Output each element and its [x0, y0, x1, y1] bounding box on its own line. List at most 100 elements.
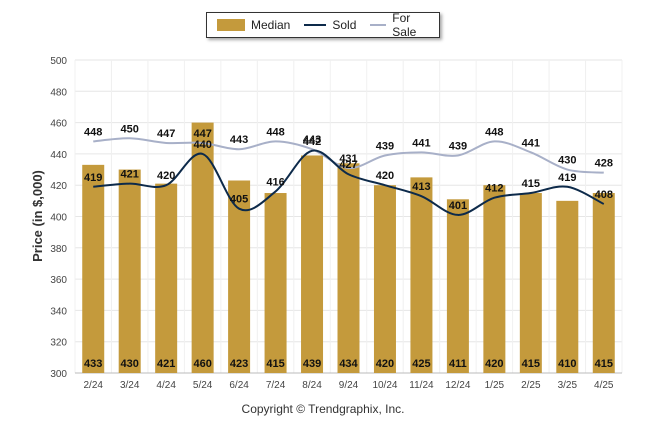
- copyright-text: Copyright © Trendgraphix, Inc.: [241, 402, 405, 416]
- x-tick-label: 1/25: [485, 380, 505, 391]
- sold-value-label: 415: [522, 178, 540, 190]
- median-value-label: 460: [193, 358, 211, 370]
- sold-value-label: 427: [339, 159, 357, 171]
- x-tick-label: 8/24: [302, 380, 322, 391]
- median-value-label: 433: [84, 358, 102, 370]
- for-sale-value-label: 441: [412, 137, 430, 149]
- legend-item-sold: Sold: [304, 18, 356, 32]
- x-tick-label: 5/24: [193, 380, 213, 391]
- x-tick-label: 9/24: [339, 380, 359, 391]
- sold-line: [93, 149, 605, 216]
- median-bar: [191, 122, 214, 373]
- data-labels: 433 430 421 460 423 415 439 434 420 425 411 420 415 4…: [84, 123, 613, 370]
- median-value-label: 420: [376, 358, 394, 370]
- y-tick-label: 340: [50, 306, 67, 317]
- median-bar: [82, 164, 105, 373]
- for-sale-value-label: 448: [84, 126, 102, 138]
- sold-value-label: 401: [449, 200, 467, 212]
- legend: Median Sold For Sale: [206, 11, 440, 39]
- y-tick-label: 300: [50, 369, 67, 380]
- x-tick-label: 3/25: [558, 380, 578, 391]
- series-lines: [93, 137, 605, 216]
- y-tick-label: 380: [50, 244, 67, 255]
- median-bar: [592, 193, 615, 373]
- sold-value-label: 420: [376, 170, 394, 182]
- median-value-label: 434: [339, 358, 358, 370]
- median-bar: [373, 185, 396, 373]
- for-sale-value-label: 441: [522, 137, 540, 149]
- legend-item-median: Median: [217, 18, 290, 32]
- x-tick-label: 12/24: [445, 380, 470, 391]
- x-tick-label: 4/25: [594, 380, 614, 391]
- for-sale-value-label: 439: [376, 140, 394, 152]
- x-tick-label: 3/24: [120, 380, 140, 391]
- for-sale-line: [93, 137, 604, 174]
- for-sale-value-label: 439: [449, 140, 467, 152]
- median-value-label: 415: [595, 358, 613, 370]
- x-tick-label: 2/24: [83, 380, 103, 391]
- median-bar: [519, 193, 542, 373]
- x-tick-label: 2/25: [521, 380, 541, 391]
- legend-item-for-sale: For Sale: [370, 11, 425, 39]
- for-sale-value-label: 430: [558, 155, 576, 167]
- median-bar: [556, 200, 579, 373]
- median-value-label: 411: [449, 358, 467, 370]
- x-tick-label: 10/24: [372, 380, 397, 391]
- median-value-label: 430: [121, 358, 139, 370]
- median-value-label: 439: [303, 358, 321, 370]
- y-tick-label: 360: [50, 275, 67, 286]
- for-sale-swatch: [370, 24, 387, 26]
- median-bar: [410, 177, 433, 373]
- for-sale-value-label: 443: [230, 134, 248, 146]
- median-bar: [155, 183, 178, 373]
- median-value-label: 415: [266, 358, 284, 370]
- axes: 300 320 340 360 380 400 420 440 460 480 500 2/24 3/2…: [50, 56, 622, 391]
- median-value-label: 420: [485, 358, 503, 370]
- sold-value-label: 421: [121, 169, 139, 181]
- for-sale-value-label: 443: [303, 134, 321, 146]
- x-tick-label: 4/24: [156, 380, 176, 391]
- y-tick-label: 480: [50, 87, 67, 98]
- median-bar: [483, 185, 506, 373]
- median-value-label: 423: [230, 358, 248, 370]
- median-swatch: [217, 19, 245, 31]
- y-tick-label: 320: [50, 338, 67, 349]
- y-tick-label: 440: [50, 150, 67, 161]
- legend-label-median: Median: [251, 18, 291, 32]
- median-bar: [337, 163, 360, 373]
- sold-swatch: [304, 24, 327, 26]
- x-tick-label: 7/24: [266, 380, 286, 391]
- y-tick-label: 400: [50, 213, 67, 224]
- sold-value-label: 408: [595, 189, 613, 201]
- sold-value-label: 412: [485, 183, 503, 195]
- for-sale-value-label: 447: [157, 128, 175, 140]
- y-tick-label: 420: [50, 181, 67, 192]
- for-sale-value-label: 450: [121, 123, 139, 135]
- median-bar: [228, 180, 251, 373]
- sold-value-label: 420: [157, 170, 175, 182]
- median-value-label: 421: [157, 358, 175, 370]
- for-sale-value-label: 448: [266, 126, 284, 138]
- median-bars: [82, 122, 615, 373]
- median-bar: [301, 155, 324, 373]
- median-bar: [446, 199, 469, 373]
- sold-value-label: 440: [193, 139, 211, 151]
- sold-value-label: 413: [412, 181, 430, 193]
- x-tick-label: 11/24: [409, 380, 434, 391]
- for-sale-value-label: 428: [595, 158, 613, 170]
- sold-value-label: 442: [303, 136, 321, 148]
- y-axis-label: Price (in $,000): [30, 170, 45, 262]
- median-bar: [118, 169, 141, 373]
- legend-label-for-sale: For Sale: [392, 11, 417, 39]
- sold-value-label: 419: [84, 172, 102, 184]
- median-value-label: 410: [558, 358, 576, 370]
- for-sale-value-label: 431: [339, 153, 357, 165]
- sold-value-label: 419: [558, 172, 576, 184]
- median-bar: [264, 193, 287, 373]
- median-value-label: 425: [412, 358, 430, 370]
- legend-label-sold: Sold: [332, 18, 357, 32]
- sold-value-label: 416: [266, 176, 284, 188]
- sold-value-label: 405: [230, 194, 248, 206]
- for-sale-value-label: 448: [485, 126, 503, 138]
